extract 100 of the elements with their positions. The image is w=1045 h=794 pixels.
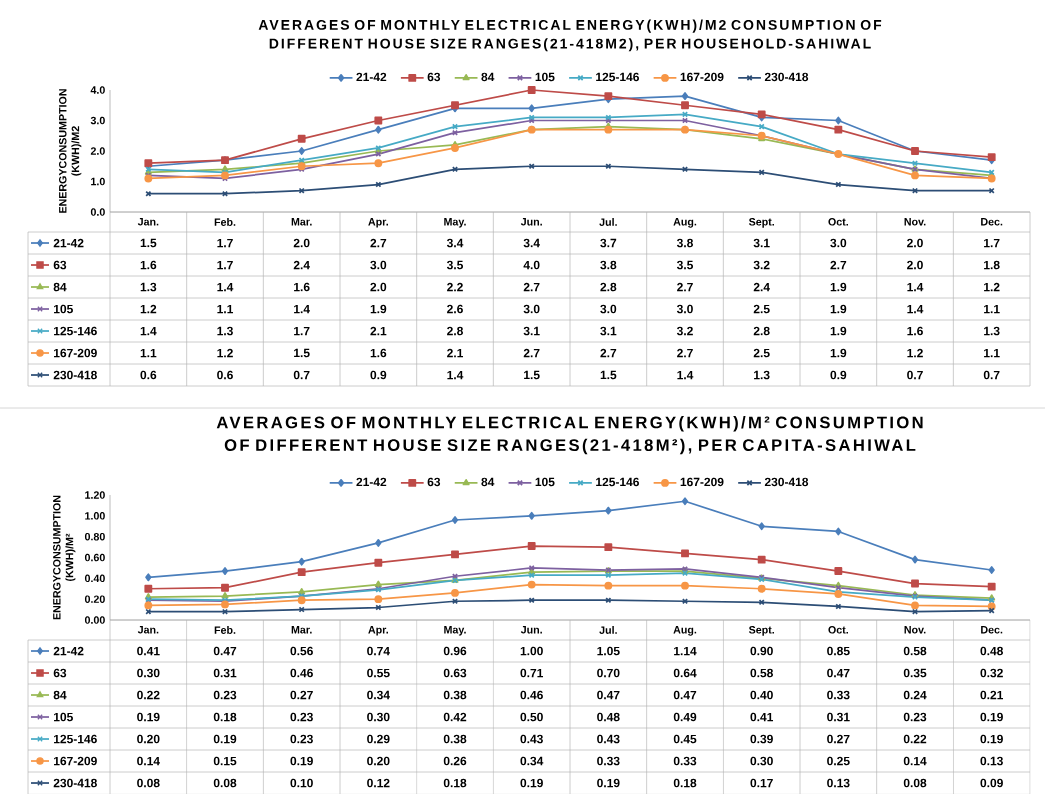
x-tick-label: Aug. (673, 626, 697, 636)
x-tick-label: Feb. (214, 626, 236, 634)
data-label: 0.96 (443, 646, 467, 656)
data-label: 0.20 (137, 734, 160, 744)
y-tick-label: 0.60 (84, 553, 105, 562)
data-label: 0.12 (367, 778, 390, 788)
data-label: 0.22 (903, 734, 927, 744)
legend-label: 84 (481, 477, 495, 487)
text: 63 (53, 668, 67, 678)
data-label: 1.5 (294, 348, 310, 358)
data-label: 0.48 (980, 646, 1003, 656)
y-tick-label: 1.20 (85, 491, 105, 499)
data-label: 0.47 (597, 690, 620, 700)
data-label: 1.7 (984, 238, 1000, 248)
data-label: 0.08 (213, 778, 237, 788)
data-label: 1.4 (907, 282, 924, 292)
data-label: 2.1 (370, 326, 387, 336)
data-label: 1.1 (984, 304, 1000, 314)
data-label: 3.0 (370, 260, 387, 270)
y-tick-label: 1.00 (85, 512, 105, 520)
data-label: 0.50 (520, 712, 543, 722)
data-label: 0.33 (827, 690, 850, 700)
data-label: 1.2 (140, 304, 157, 314)
data-label: 0.56 (290, 646, 313, 656)
data-label: 3.1 (523, 326, 540, 336)
data-label: 0.13 (827, 778, 850, 788)
data-label: 1.7 (217, 260, 233, 270)
data-label: 1.4 (447, 370, 464, 380)
data-label: 1.2 (984, 282, 1000, 292)
text: 84 (53, 282, 67, 292)
text: 230-418 (53, 778, 97, 788)
data-label: 0.33 (673, 756, 697, 766)
data-label: 0.38 (443, 734, 467, 744)
x-tick-label: Dec. (981, 626, 1003, 634)
data-label: 0.24 (903, 690, 927, 700)
data-label: 2.8 (753, 326, 770, 336)
text: 84 (53, 690, 67, 700)
data-label: 0.46 (290, 668, 313, 678)
y-tick-label: 0.0 (90, 208, 105, 216)
data-label: 1.4 (677, 370, 694, 380)
data-label: 1.1 (984, 348, 1000, 358)
data-label: 0.70 (597, 668, 620, 678)
data-label: 1.9 (370, 304, 387, 314)
data-label: 0.49 (673, 712, 697, 722)
data-label: 1.2 (217, 348, 233, 358)
data-label: 2.8 (447, 326, 463, 336)
y-axis-title: ENERGYCONSUMPTION (KWH)/M2 (58, 89, 82, 213)
data-label: 3.5 (446, 260, 464, 270)
data-label: 0.31 (213, 668, 237, 678)
data-label: 2.5 (753, 304, 770, 314)
text: 21-42 (53, 238, 84, 248)
data-label: 0.32 (980, 668, 1003, 678)
y-tick-label: 3.0 (90, 116, 105, 125)
legend-label: 84 (481, 72, 495, 82)
text: 21-42 (53, 646, 84, 656)
data-label: 2.0 (907, 260, 923, 270)
data-label: 3.0 (830, 238, 847, 248)
x-tick-label: Jul. (599, 218, 617, 226)
data-label: 2.7 (600, 348, 617, 358)
data-label: 1.8 (984, 260, 1000, 270)
data-label: 0.45 (673, 734, 697, 744)
data-label: 2.8 (600, 282, 617, 292)
data-label: 0.47 (827, 668, 850, 678)
data-label: 0.30 (367, 712, 390, 722)
data-label: 0.55 (367, 668, 390, 678)
data-label: 1.3 (984, 326, 1000, 336)
data-label: 0.23 (213, 690, 237, 700)
legend-label: 21-42 (356, 477, 387, 487)
data-label: 0.41 (750, 712, 774, 722)
data-label: 0.19 (290, 756, 313, 766)
data-label: 0.63 (443, 668, 467, 678)
data-label: 2.0 (293, 238, 310, 248)
x-tick-label: Nov. (904, 626, 926, 634)
data-label: 0.6 (140, 370, 157, 380)
data-label: 0.08 (137, 778, 160, 788)
data-label: 0.85 (827, 646, 850, 656)
data-label: 1.1 (217, 304, 234, 314)
data-label: 3.0 (600, 304, 617, 314)
data-label: 1.3 (754, 370, 770, 380)
legend-label: 63 (427, 477, 441, 487)
legend-label: 105 (535, 72, 555, 82)
data-label: 0.6 (217, 370, 233, 380)
data-label: 0.46 (520, 690, 543, 700)
x-tick-label: Oct. (828, 626, 848, 634)
data-label: 2.0 (370, 282, 387, 292)
data-label: 0.9 (830, 370, 847, 380)
data-label: 0.19 (980, 734, 1003, 744)
data-label: 2.2 (447, 282, 463, 292)
data-label: 0.18 (213, 712, 237, 722)
text: 125-146 (54, 326, 97, 336)
data-label: 3.0 (676, 304, 693, 314)
text: 230-418 (53, 370, 97, 380)
x-tick-label: Dec. (981, 218, 1003, 226)
x-tick-label: Apr. (368, 626, 388, 636)
data-label: 1.5 (600, 370, 617, 380)
data-label: 0.30 (750, 756, 773, 766)
y-axis-title: ENERGYCONSUMPTION (KWH)/M² (53, 495, 76, 620)
data-label: 1.3 (140, 282, 157, 292)
data-label: 0.47 (673, 690, 697, 700)
data-label: 1.4 (907, 304, 924, 314)
